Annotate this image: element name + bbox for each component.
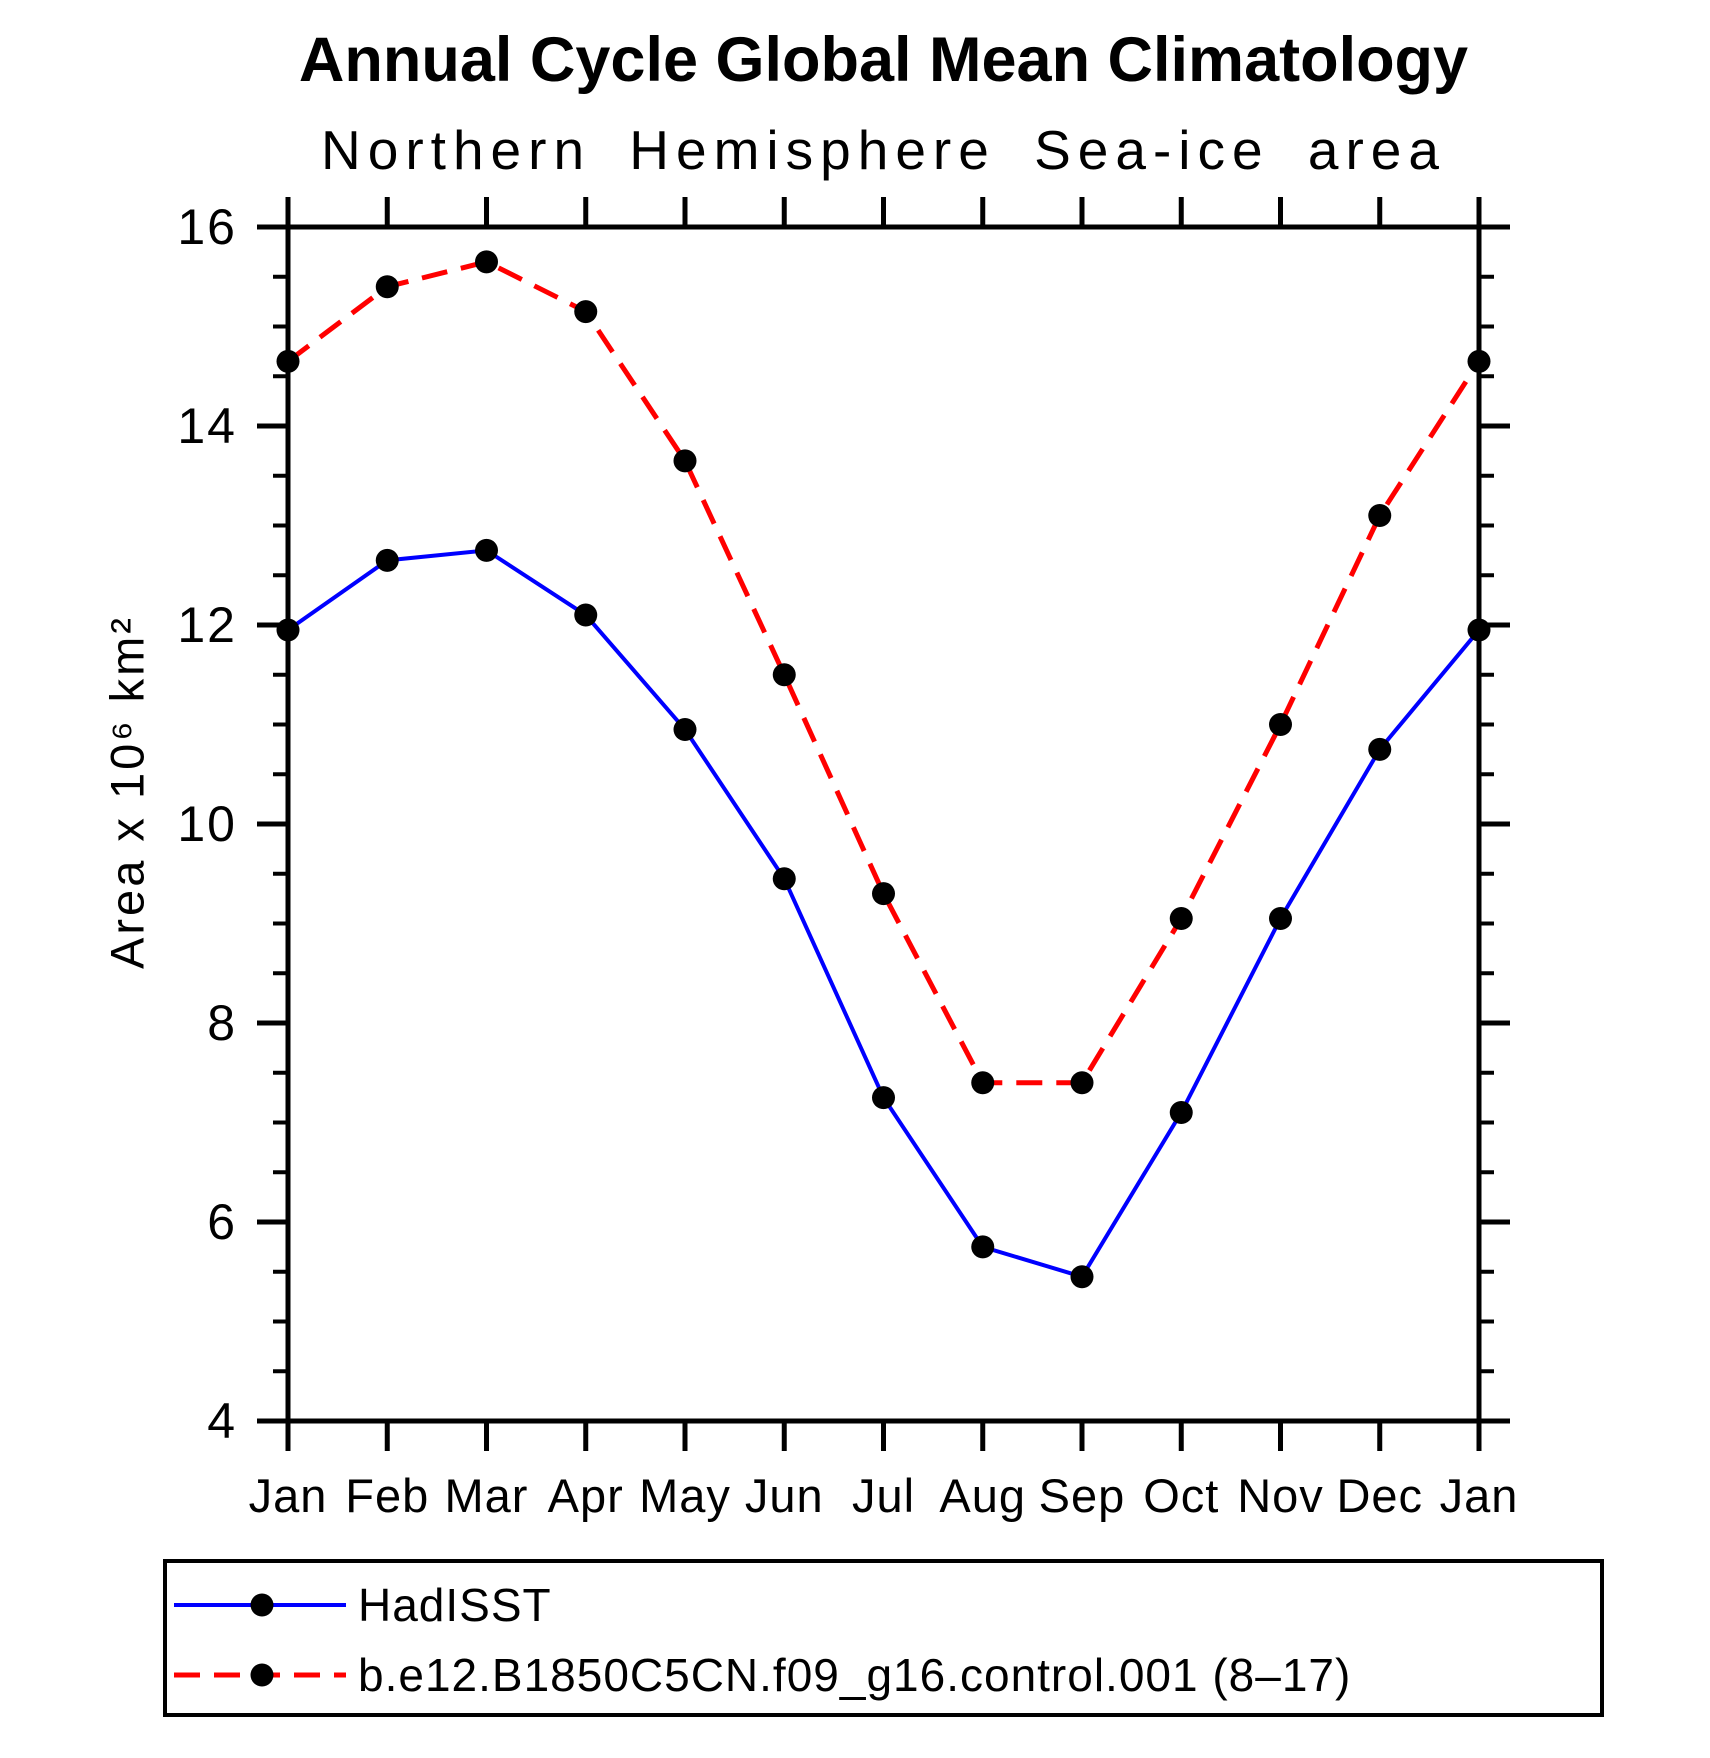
x-tick-label: Jul [852, 1469, 915, 1522]
data-point [1269, 907, 1292, 931]
x-tick-label: Dec [1336, 1469, 1423, 1522]
data-point [574, 603, 598, 627]
x-tick-label: Feb [345, 1469, 429, 1522]
chart-subtitle: Northern Hemisphere Sea-ice area [321, 119, 1446, 181]
legend-line-sample [174, 1663, 346, 1687]
series-line-0 [286, 548, 1481, 1280]
data-point [375, 275, 399, 299]
chart-title: Annual Cycle Global Mean Climatology [298, 25, 1469, 95]
data-point [971, 1071, 995, 1095]
x-tick-label: Jun [745, 1469, 824, 1522]
data-point [1467, 349, 1491, 373]
data-point [1169, 907, 1193, 931]
data-point [276, 349, 300, 373]
x-tick-label: Apr [548, 1469, 624, 1522]
data-point [1070, 1265, 1094, 1289]
y-tick-label: 10 [177, 796, 237, 852]
data-point [673, 449, 697, 473]
data-point [772, 867, 796, 891]
legend-label: HadISST [358, 1579, 552, 1631]
legend-line-sample [174, 1593, 346, 1617]
legend-sample-marker [250, 1663, 274, 1687]
data-point [673, 717, 697, 741]
data-point [1070, 1071, 1094, 1095]
legend-entry-model: b.e12.B1850C5CN.f09_g16.control.001 (8–1… [174, 1645, 1351, 1705]
y-tick-label: 4 [207, 1393, 237, 1449]
data-point [574, 300, 598, 324]
plot-frame [285, 224, 1482, 1424]
series-line-1 [286, 259, 1482, 1086]
x-tick-label: Aug [939, 1469, 1026, 1522]
y-tick-label: 6 [207, 1194, 237, 1250]
y-tick-label: 16 [177, 199, 237, 255]
x-tick-label: Nov [1237, 1469, 1324, 1522]
data-point [1169, 1101, 1193, 1125]
x-tick-label: Sep [1039, 1469, 1126, 1522]
x-tick-label: May [639, 1469, 731, 1522]
data-point [1368, 504, 1392, 528]
legend-entry-hadisst: HadISST [174, 1575, 552, 1635]
y-tick-label: 14 [177, 398, 237, 454]
x-tick-label: Mar [445, 1469, 529, 1522]
legend-sample-marker [250, 1593, 274, 1617]
data-point [276, 618, 300, 642]
y-tick-label: 8 [207, 995, 237, 1051]
x-tick-label: Oct [1143, 1469, 1219, 1522]
data-point [872, 1086, 895, 1110]
data-point [475, 250, 498, 274]
data-point [872, 882, 895, 906]
data-point [1467, 618, 1491, 642]
data-point [772, 663, 796, 687]
data-point [375, 548, 399, 572]
data-point [971, 1235, 995, 1259]
data-point [475, 538, 498, 562]
legend-label: b.e12.B1850C5CN.f09_g16.control.001 (8–1… [358, 1649, 1352, 1701]
data-point [1269, 713, 1292, 736]
data-point [1368, 737, 1392, 761]
y-tick-label: 12 [177, 597, 237, 653]
x-tick-label: Jan [249, 1469, 328, 1522]
legend-box: HadISST b.e12.B1850C5CN.f09_g16.control.… [163, 1559, 1604, 1717]
x-tick-label: Jan [1440, 1469, 1519, 1522]
